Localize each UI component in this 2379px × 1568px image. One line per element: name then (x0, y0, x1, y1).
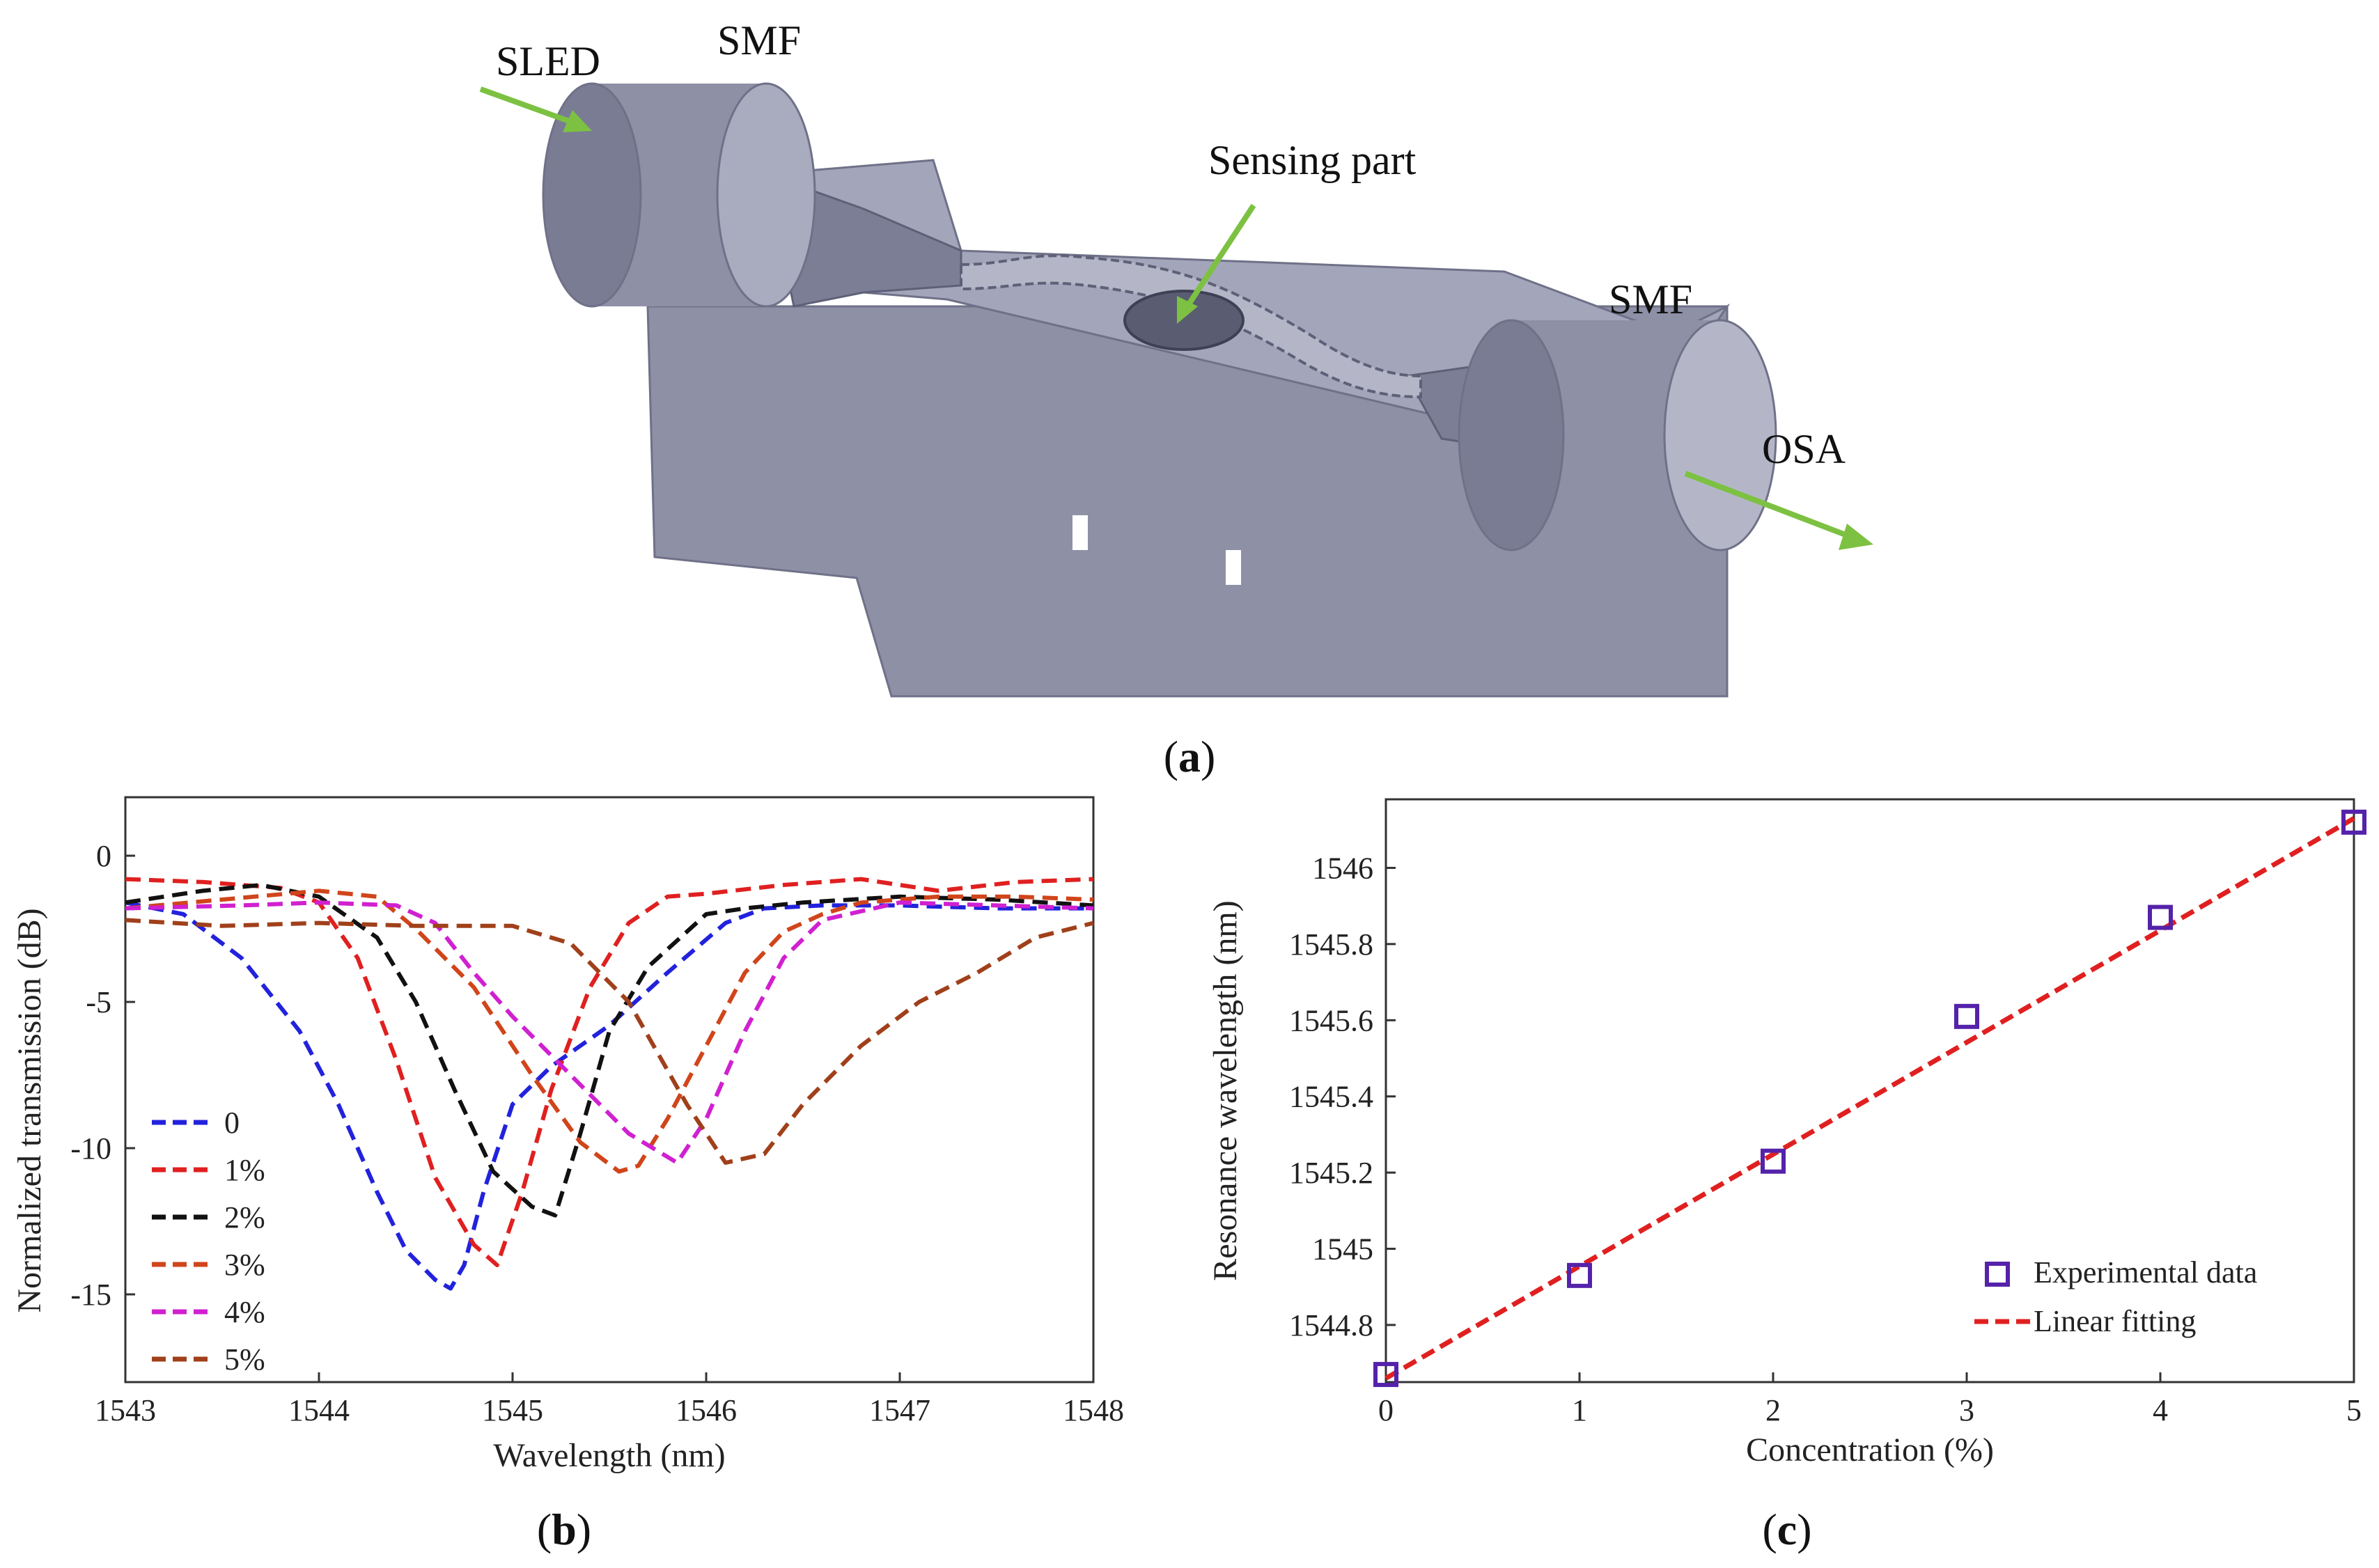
series-line-3 (125, 888, 1094, 1174)
panel-b-transmission-chart: 0 -5 -10 -15 1543 1544 1545 1546 1547 1548 0 1% 2%… (11, 796, 1124, 1554)
panel-b-label: (b) (537, 1505, 591, 1554)
label-osa: OSA (1762, 426, 1846, 472)
smf-left-cylinder (542, 82, 816, 308)
arrow-sensing-part (1177, 203, 1256, 324)
panel-b-letter: b (552, 1505, 577, 1554)
y-tick-label-1: 1545 (1312, 1232, 1373, 1267)
legend-swatch-0 (1985, 1262, 2010, 1287)
y-tick-label-2: 1545.2 (1289, 1156, 1373, 1190)
y-tick-label-3: -15 (70, 1278, 111, 1312)
series-line-2 (125, 883, 1094, 1218)
panel-c-linear-fit-chart: 1544.8 1545 1545.2 1545.4 1545.6 1545.8 1546 0… (1207, 798, 2366, 1554)
panel-c-letter: c (1777, 1505, 1797, 1554)
label-smf-left: SMF (717, 17, 801, 63)
y-tick-label-1: -5 (86, 985, 111, 1019)
chart-c-series (1373, 809, 2366, 1388)
data-point-2 (1761, 1148, 1786, 1174)
panel-a-label: (a) (1164, 732, 1216, 781)
label-sensing-part: Sensing part (1208, 137, 1417, 183)
data-point-3 (1954, 1003, 1979, 1029)
data-point-4 (2148, 904, 2173, 930)
data-point-0 (1373, 1362, 1398, 1388)
chart-b-plot-area (124, 796, 1095, 1383)
x-tick-label-2: 2 (1765, 1393, 1781, 1427)
x-tick-label-0: 0 (1378, 1393, 1394, 1427)
label-smf-right: SMF (1609, 276, 1692, 322)
series-line-4 (125, 900, 1094, 1165)
y-tick-label-3: 1545.4 (1289, 1080, 1373, 1114)
chart-c-x-axis-title: Concentration (%) (1746, 1432, 1994, 1468)
chart-c-plot-area (1384, 798, 2355, 1383)
notch-2 (1226, 550, 1241, 585)
x-tick-label-0: 1543 (95, 1393, 156, 1427)
fit-line (1384, 816, 2355, 1381)
chart-c-x-ticks: 0 1 2 3 4 5 (1378, 1372, 2362, 1427)
y-tick-label-4: 1545.6 (1289, 1003, 1373, 1037)
chart-c-y-ticks: 1544.8 1545 1545.2 1545.4 1545.6 1545.8 1546 (1289, 851, 1396, 1342)
x-tick-label-1: 1544 (288, 1393, 350, 1427)
chart-b-series (125, 877, 1094, 1291)
series-line-0 (125, 900, 1093, 1291)
x-tick-label-2: 1545 (482, 1393, 543, 1427)
x-tick-label-4: 1547 (869, 1393, 930, 1427)
data-point-5 (2341, 809, 2366, 835)
series-line-5 (125, 918, 1094, 1165)
x-tick-label-4: 4 (2153, 1393, 2168, 1427)
y-tick-label-6: 1546 (1312, 851, 1373, 885)
y-tick-label-5: 1545.8 (1289, 927, 1373, 962)
data-point-1 (1567, 1262, 1592, 1288)
legend-label-5: 5% (224, 1342, 265, 1377)
panel-a-letter: a (1178, 732, 1201, 781)
x-tick-label-5: 1548 (1063, 1393, 1124, 1427)
arrow-sled-input (479, 86, 592, 132)
label-sled: SLED (496, 38, 600, 84)
smf-right-cylinder (1458, 319, 1777, 551)
legend-label-2: 2% (224, 1200, 265, 1234)
legend-label-4: 4% (224, 1295, 265, 1329)
legend-label-3: 3% (224, 1248, 265, 1282)
legend-label-0: Experimental data (2034, 1255, 2257, 1289)
legend-label-1: 1% (224, 1153, 265, 1187)
y-tick-label-2: -10 (70, 1131, 111, 1166)
panel-c-label: (c) (1762, 1505, 1811, 1554)
y-tick-label-0: 0 (96, 839, 111, 873)
series-line-1 (125, 877, 1094, 1267)
legend-label-1: Linear fitting (2034, 1304, 2196, 1338)
y-tick-label-0: 1544.8 (1289, 1308, 1373, 1342)
legend-label-0: 0 (224, 1106, 240, 1140)
chart-b-y-axis-title: Normalized transmission (dB) (11, 908, 48, 1312)
arrow-osa-output (1684, 471, 1873, 550)
chart-b-x-axis-title: Wavelength (nm) (493, 1437, 725, 1474)
chart-c-legend: Experimental data Linear fitting (1974, 1255, 2257, 1338)
sensing-channel (960, 254, 1422, 399)
sensing-hole (1123, 290, 1245, 351)
chart-b-legend: 0 1% 2% 3% 4% 5% (152, 1106, 265, 1377)
x-tick-label-5: 5 (2346, 1393, 2362, 1427)
chart-b-x-ticks: 1543 1544 1545 1546 1547 1548 (95, 1372, 1124, 1427)
panel-a-device-illustration: SLED SMF Sensing part SMF OSA (a) (479, 17, 1873, 781)
notch-1 (1072, 515, 1088, 550)
chart-b-y-ticks: 0 -5 -10 -15 (70, 839, 135, 1312)
chart-c-y-axis-title: Resonance wavelength (nm) (1207, 900, 1244, 1280)
x-tick-label-1: 1 (1572, 1393, 1587, 1427)
x-tick-label-3: 1546 (676, 1393, 737, 1427)
x-tick-label-3: 3 (1959, 1393, 1974, 1427)
